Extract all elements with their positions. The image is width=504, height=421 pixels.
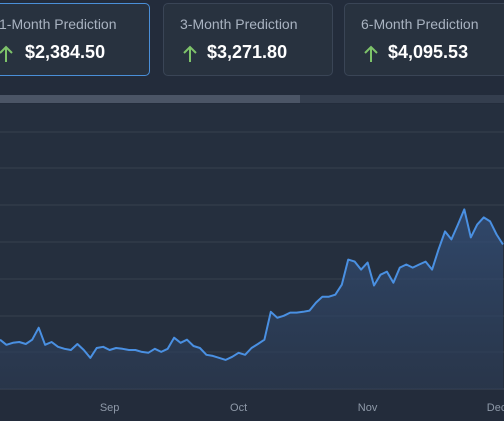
prediction-card[interactable]: 1-Month Prediction $2,384.50 — [0, 3, 150, 76]
up-arrow-icon — [0, 45, 13, 62]
prediction-card[interactable]: 6-Month Prediction $4,095.53 — [344, 3, 504, 76]
up-arrow-icon — [364, 45, 378, 62]
card-label: 1-Month Prediction — [0, 16, 117, 32]
prediction-card[interactable]: 3-Month Prediction $3,271.80 — [163, 3, 333, 76]
area — [0, 209, 503, 389]
x-tick-label: Oct — [230, 402, 247, 414]
up-arrow-icon — [183, 45, 197, 62]
card-value: $3,271.80 — [207, 42, 288, 62]
x-tick-label: Dec — [487, 402, 504, 414]
x-tick-label: Nov — [358, 402, 378, 414]
x-tick-label: Sep — [100, 402, 120, 414]
card-label: 6-Month Prediction — [361, 16, 479, 32]
scroll-track — [300, 95, 504, 103]
card-value: $2,384.50 — [25, 42, 106, 62]
price-line — [0, 208, 504, 361]
card-label: 3-Month Prediction — [180, 16, 298, 32]
scroll-thumb[interactable] — [0, 95, 300, 103]
card-value: $4,095.53 — [388, 42, 469, 62]
